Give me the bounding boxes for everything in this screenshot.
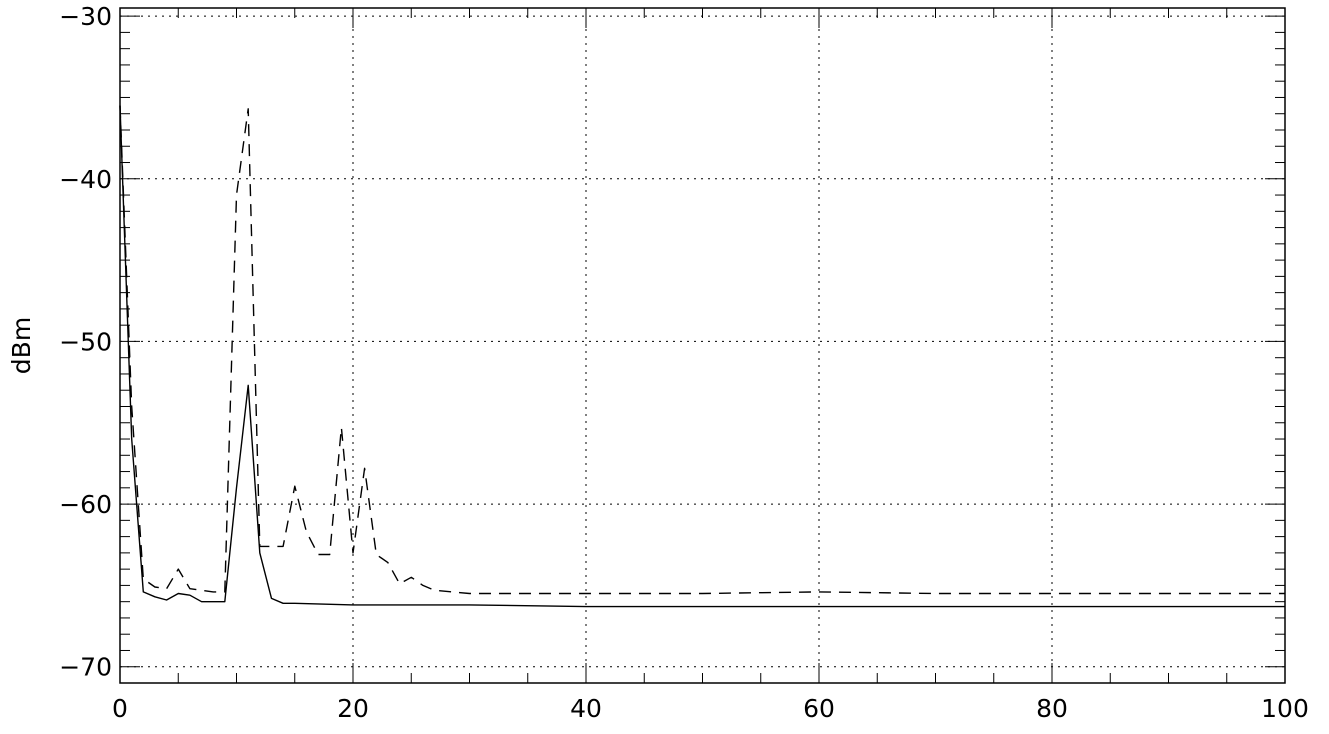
- tick-labels: 0 20 40 60 80 100 −30 −40 −50 −60 −70: [59, 2, 1309, 723]
- x-tick-label: 0: [112, 694, 128, 723]
- x-tick-label: 60: [803, 694, 835, 723]
- series-lines: [119, 105, 1285, 608]
- x-tick-label: 20: [337, 694, 369, 723]
- y-axis-title: dBm: [7, 317, 36, 374]
- y-tick-label: −50: [59, 327, 112, 356]
- plot-frame: [119, 7, 1286, 684]
- y-tick-label: −30: [59, 2, 112, 31]
- solid-series-line: [119, 105, 1285, 608]
- axis-ticks: [119, 8, 1286, 684]
- grid-lines: [120, 8, 1285, 683]
- x-tick-label: 40: [570, 694, 602, 723]
- y-tick-label: −70: [59, 653, 112, 682]
- x-tick-label: 80: [1036, 694, 1068, 723]
- y-tick-label: −60: [59, 490, 112, 519]
- y-tick-label: −40: [59, 165, 112, 194]
- x-tick-label: 100: [1261, 694, 1309, 723]
- dashed-series-line: [119, 105, 1285, 595]
